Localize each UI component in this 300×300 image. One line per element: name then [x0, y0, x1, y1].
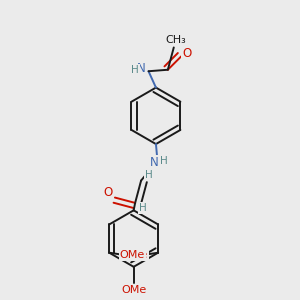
Text: O: O — [182, 47, 191, 60]
Text: H: H — [160, 156, 168, 166]
Text: N: N — [149, 156, 158, 169]
Text: OMe: OMe — [123, 250, 148, 260]
Text: H: H — [145, 170, 152, 180]
Text: O: O — [104, 186, 113, 199]
Text: CH₃: CH₃ — [165, 35, 186, 45]
Text: H: H — [131, 65, 139, 75]
Text: N: N — [137, 62, 146, 75]
Text: OMe: OMe — [119, 250, 145, 260]
Text: H: H — [139, 203, 146, 213]
Text: OMe: OMe — [121, 285, 146, 295]
